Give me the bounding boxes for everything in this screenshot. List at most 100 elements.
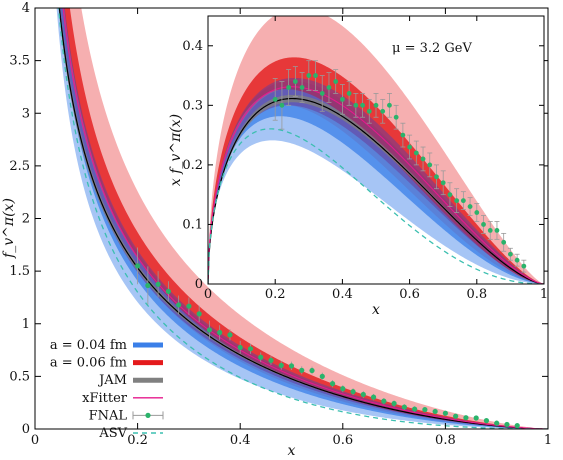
fnal-main-point (186, 297, 192, 315)
main-xlabel: x (288, 443, 296, 459)
fnal-inset-point (454, 188, 460, 213)
fnal-main-point (176, 295, 182, 315)
fnal-main-marker (186, 303, 192, 309)
fnal-inset-point (272, 78, 278, 121)
fnal-inset-point (474, 203, 480, 222)
fnal-main-point (217, 325, 223, 340)
fnal-inset-marker (427, 162, 433, 168)
inset-band-overlap (208, 77, 544, 284)
fnal-main-point (288, 361, 295, 371)
legend-item: xFitter (82, 391, 163, 406)
fnal-main-point (309, 366, 315, 375)
fnal-inset-point (299, 72, 305, 103)
fnal-main-point (135, 247, 141, 285)
line-central (58, 8, 548, 429)
fnal-inset-marker (487, 228, 493, 233)
inset-xtick-label: 0.2 (265, 287, 286, 302)
fnal-main-marker (391, 400, 397, 407)
fnal-inset-marker (292, 79, 298, 84)
fnal-inset-point (400, 122, 406, 148)
fnal-inset-point (420, 146, 426, 172)
legend-item: a = 0.04 fm (50, 338, 163, 353)
fnal-main-point (463, 415, 469, 421)
fnal-inset-point (447, 182, 453, 207)
legend-item: a = 0.06 fm (50, 356, 163, 371)
fnal-inset-marker (346, 91, 352, 96)
inset-band-a004-inner (208, 87, 544, 284)
inset-axes: 0 0.2 0.4 0.6 0.8 1 0 0.1 0.2 0.3 0.4 x x f_v^π(x) (168, 15, 548, 318)
fnal-main-point (299, 366, 305, 375)
band-a004-inner (59, 8, 548, 429)
fnal-main-point (483, 418, 490, 424)
fnal-inset-point (440, 170, 446, 196)
fnal-inset-marker (393, 114, 399, 120)
fnal-inset-marker (447, 192, 453, 198)
fnal-inset-marker (508, 251, 513, 257)
fnal-inset-point (507, 247, 513, 261)
main-xtick-label: 0.2 (127, 433, 148, 448)
fnal-inset-point (346, 81, 352, 106)
fnal-inset-marker (373, 102, 379, 108)
fnal-main-marker (442, 410, 448, 416)
fnal-inset-point (373, 93, 379, 118)
fnal-main-point (514, 423, 520, 429)
line-asv (57, 8, 548, 429)
legend-swatch-marker (145, 412, 151, 418)
main-xtick-label: 0.8 (435, 433, 456, 448)
main-xtick-label: 0.4 (230, 433, 251, 448)
fnal-inset-point (433, 164, 439, 190)
inset-xtick-label: 0.4 (332, 287, 353, 302)
line-xfitter (62, 8, 548, 429)
fnal-main-point (504, 421, 510, 428)
fnal-main-point (350, 388, 356, 396)
fnal-inset-point (326, 72, 332, 103)
legend-item: FNAL (89, 408, 164, 423)
inset-annotation: μ = 3.2 GeV (392, 41, 472, 56)
fnal-inset-marker (434, 174, 439, 180)
fnal-inset-marker (333, 79, 339, 84)
fnal-inset-marker (286, 85, 292, 90)
fnal-main-marker (176, 302, 182, 308)
fnal-main-marker (483, 418, 490, 424)
fnal-inset-point (487, 221, 493, 240)
fnal-inset-marker (440, 180, 446, 186)
fnal-inset-marker (474, 210, 480, 215)
main-ytick-label: 0 (22, 422, 30, 437)
fnal-main-marker (329, 381, 336, 387)
main-axes: 0 0.2 0.4 0.6 0.8 1 0 0.5 1 1.5 2 2.5 3 3.5 4 x f_v^π(x) (1, 1, 552, 459)
fnal-inset-marker (387, 102, 392, 108)
fnal-inset-point (279, 81, 285, 130)
fnal-main-marker (145, 282, 151, 289)
fnal-inset-marker (413, 150, 419, 156)
fnal-main-point (442, 410, 448, 416)
fnal-main-point (196, 305, 202, 323)
fnal-main-point (145, 266, 151, 305)
fnal-main-point (319, 372, 325, 381)
fnal-main-point (340, 385, 346, 393)
inset-line-xfitter (208, 86, 544, 284)
fnal-inset-marker (460, 198, 466, 204)
fnal-inset-point (292, 66, 298, 97)
main-ylabel: f_v^π(x) (1, 198, 17, 259)
fnal-inset-marker (521, 263, 527, 269)
fnal-inset-point (380, 98, 386, 124)
fnal-inset-marker (380, 108, 386, 114)
fnal-inset-marker (366, 108, 372, 114)
fnal-inset-point (494, 221, 500, 240)
main-ytick-label: 0.5 (9, 369, 30, 384)
fnal-inset-point (514, 253, 520, 267)
fnal-main-marker (340, 386, 346, 392)
fnal-main-point (473, 415, 479, 421)
legend: a = 0.04 fm a = 0.06 fm JAM xFitter FNAL ASV (50, 338, 164, 441)
fnal-main-point (155, 271, 161, 298)
inset-ytick-label: 0.4 (182, 39, 203, 54)
fnal-inset-marker (400, 132, 406, 138)
fnal-inset-point (460, 191, 466, 210)
fnal-main-point (370, 393, 377, 401)
legend-label: xFitter (82, 391, 128, 406)
fnal-inset-point (521, 259, 527, 273)
fnal-main-marker (309, 367, 315, 374)
fnal-main-marker (401, 404, 407, 410)
legend-item: ASV (98, 426, 163, 441)
